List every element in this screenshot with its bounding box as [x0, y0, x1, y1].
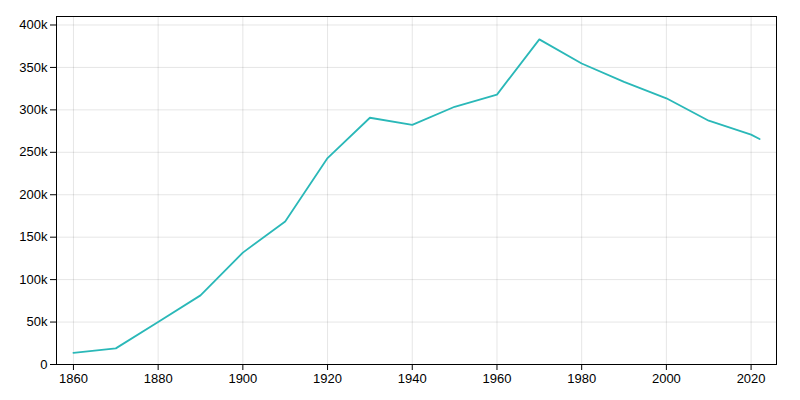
- svg-text:200k: 200k: [19, 187, 48, 202]
- svg-text:350k: 350k: [19, 60, 48, 75]
- svg-text:150k: 150k: [19, 229, 48, 244]
- svg-text:2000: 2000: [652, 371, 681, 386]
- svg-text:1860: 1860: [59, 371, 88, 386]
- svg-text:1940: 1940: [398, 371, 427, 386]
- svg-text:50k: 50k: [27, 314, 48, 329]
- svg-text:100k: 100k: [19, 272, 48, 287]
- svg-text:1920: 1920: [313, 371, 342, 386]
- svg-text:2020: 2020: [737, 371, 766, 386]
- svg-text:0: 0: [40, 357, 47, 372]
- svg-text:250k: 250k: [19, 144, 48, 159]
- svg-text:400k: 400k: [19, 17, 48, 32]
- svg-text:1980: 1980: [567, 371, 596, 386]
- svg-text:1900: 1900: [228, 371, 257, 386]
- svg-text:1960: 1960: [483, 371, 512, 386]
- svg-text:300k: 300k: [19, 102, 48, 117]
- svg-text:1880: 1880: [144, 371, 173, 386]
